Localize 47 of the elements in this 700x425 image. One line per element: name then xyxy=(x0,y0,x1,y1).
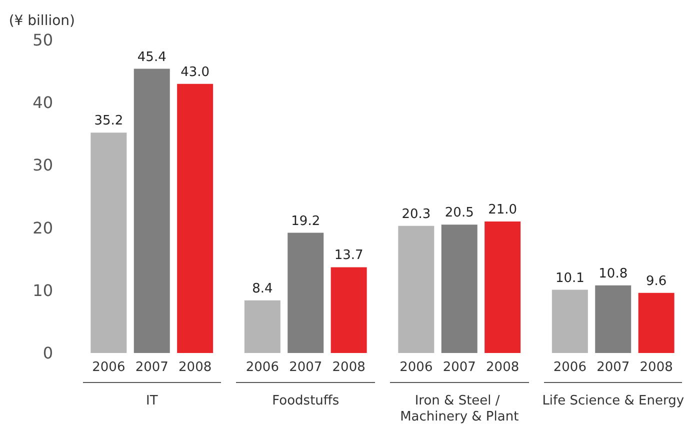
x-tick-label: Iron & Steel / Machinery & Plant xyxy=(400,394,519,424)
data-label: 35.2 xyxy=(94,114,124,129)
text: 2008 xyxy=(486,360,520,375)
text: 2006 xyxy=(553,360,586,375)
data-label: 10.1 xyxy=(555,270,584,286)
bar xyxy=(90,132,127,353)
bar xyxy=(484,222,521,353)
text: 2007 xyxy=(596,360,630,375)
data-label: 19.2 xyxy=(291,214,320,229)
series-label: 2006 xyxy=(92,360,126,375)
x-tick-label: Life Science & Energy xyxy=(542,394,684,408)
y-tick-label: 40 xyxy=(32,93,53,112)
series-label: 2008 xyxy=(178,360,212,375)
data-label: 13.7 xyxy=(334,248,364,264)
y-tick-label: 10 xyxy=(32,280,53,300)
bar xyxy=(244,300,280,353)
y-tick-label: 0 xyxy=(42,344,53,362)
data-label: 43.0 xyxy=(180,64,210,80)
bar xyxy=(330,267,367,353)
series-label: 2007 xyxy=(135,360,168,375)
bar xyxy=(134,68,170,353)
text: 2007 xyxy=(442,360,476,375)
bar xyxy=(595,285,632,353)
x-tick-label: Foodstuffs xyxy=(272,394,340,408)
bar xyxy=(552,290,588,353)
bar xyxy=(177,84,214,353)
data-label: 20.5 xyxy=(444,206,474,221)
text: 2008 xyxy=(332,360,366,375)
text: 2006 xyxy=(246,360,279,375)
text: 2007 xyxy=(289,360,322,375)
data-label: 45.4 xyxy=(137,50,166,65)
text: 2008 xyxy=(640,360,673,375)
y-tick-label: 30 xyxy=(32,156,53,175)
x-tick-label: IT xyxy=(146,394,158,408)
bar xyxy=(441,224,478,353)
text: 2006 xyxy=(400,360,433,375)
bar xyxy=(638,292,674,353)
bar xyxy=(398,226,434,353)
data-label: 20.3 xyxy=(402,206,431,222)
data-label: 21.0 xyxy=(488,202,518,218)
data-label: 9.6 xyxy=(646,274,667,289)
data-label: 8.4 xyxy=(252,281,273,296)
data-label: 10.8 xyxy=(598,266,628,282)
y-tick-label: 50 xyxy=(32,30,53,50)
y-tick-label: 20 xyxy=(32,218,53,238)
bar xyxy=(288,232,324,353)
y-axis-title: (¥ billion) xyxy=(8,13,75,29)
